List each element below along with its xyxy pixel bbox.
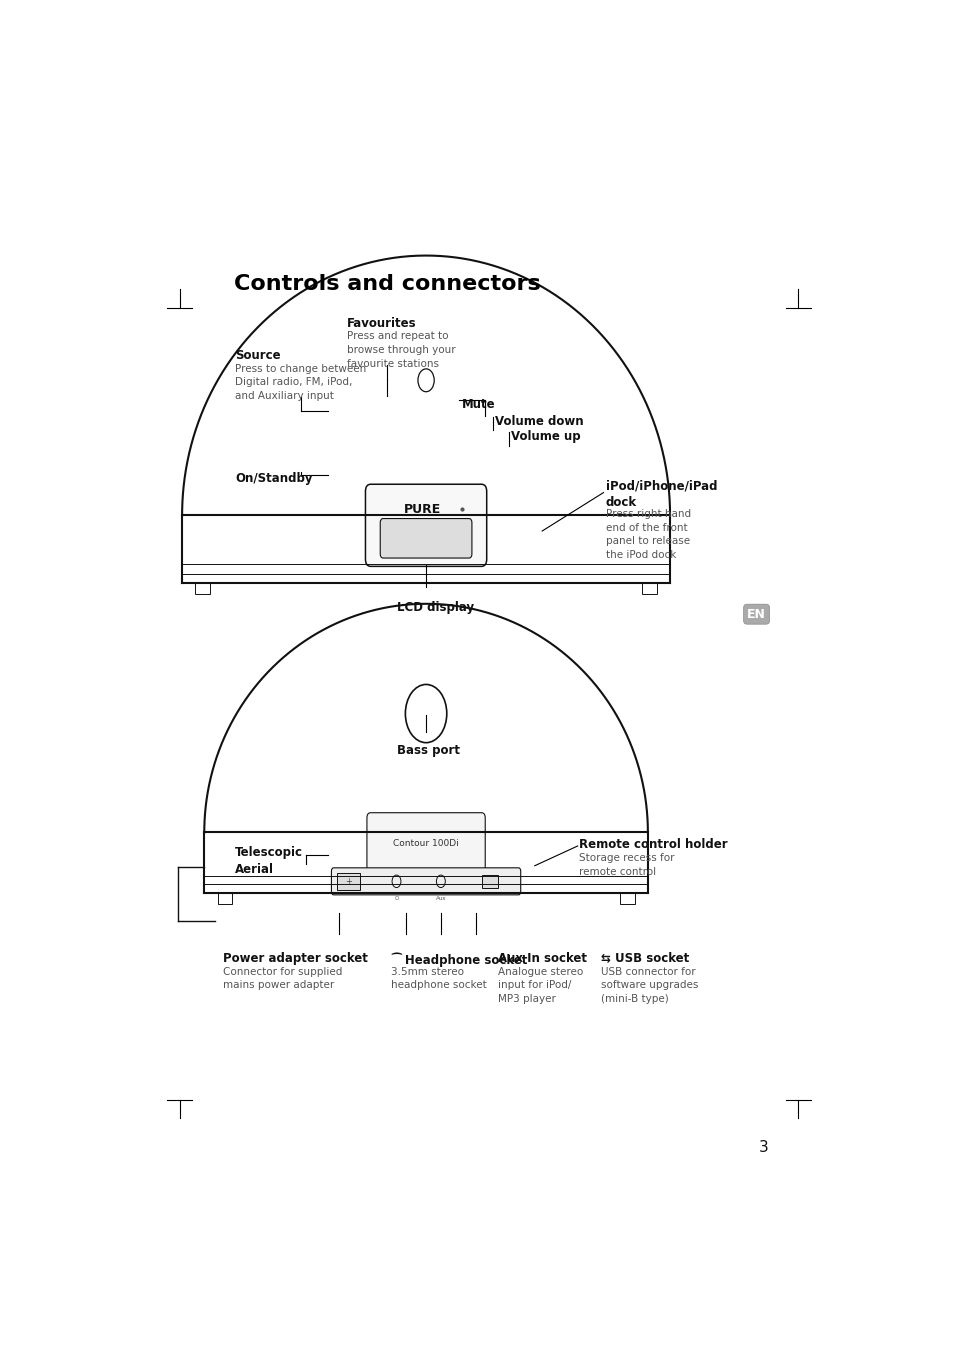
Text: Volume up: Volume up bbox=[511, 431, 580, 443]
Bar bbox=[619, 892, 634, 904]
FancyBboxPatch shape bbox=[380, 518, 472, 558]
Text: Contour 100Di: Contour 100Di bbox=[393, 840, 458, 848]
Text: USB connector for
software upgrades
(mini-B type): USB connector for software upgrades (min… bbox=[600, 967, 698, 1004]
Text: On/Standby: On/Standby bbox=[235, 471, 313, 485]
Text: ⇆ USB socket: ⇆ USB socket bbox=[600, 952, 689, 965]
Text: 3: 3 bbox=[759, 1139, 768, 1156]
Text: Source: Source bbox=[235, 350, 280, 362]
Text: +: + bbox=[345, 878, 352, 886]
Text: PURE: PURE bbox=[403, 502, 440, 516]
Text: Volume down: Volume down bbox=[495, 414, 583, 428]
Text: Aux: Aux bbox=[436, 896, 446, 900]
Text: Mute: Mute bbox=[461, 398, 495, 410]
Bar bbox=[481, 875, 497, 887]
Text: EN: EN bbox=[746, 608, 765, 621]
FancyBboxPatch shape bbox=[367, 813, 485, 878]
Bar bbox=[641, 583, 656, 594]
Bar bbox=[195, 583, 210, 594]
Text: Aux In socket: Aux In socket bbox=[497, 952, 586, 965]
Text: Power adapter socket: Power adapter socket bbox=[222, 952, 367, 965]
Bar bbox=[337, 873, 359, 890]
Text: Connector for supplied
mains power adapter: Connector for supplied mains power adapt… bbox=[222, 967, 342, 990]
Text: Storage recess for
remote control: Storage recess for remote control bbox=[578, 853, 674, 878]
Text: 3.5mm stereo
headphone socket: 3.5mm stereo headphone socket bbox=[391, 967, 487, 990]
Text: Analogue stereo
input for iPod/
MP3 player: Analogue stereo input for iPod/ MP3 play… bbox=[497, 967, 582, 1004]
Text: Remote control holder: Remote control holder bbox=[578, 837, 727, 850]
Text: O: O bbox=[394, 896, 398, 900]
Text: Press to change between
Digital radio, FM, iPod,
and Auxiliary input: Press to change between Digital radio, F… bbox=[235, 363, 366, 401]
Text: Telescopic
Aerial: Telescopic Aerial bbox=[235, 846, 303, 876]
Text: Controls and connectors: Controls and connectors bbox=[233, 274, 540, 294]
Text: Favourites: Favourites bbox=[347, 317, 416, 329]
Text: LCD display: LCD display bbox=[396, 601, 474, 614]
Text: Bass port: Bass port bbox=[396, 744, 459, 757]
Text: iPod/iPhone/iPad
dock: iPod/iPhone/iPad dock bbox=[605, 479, 717, 509]
FancyBboxPatch shape bbox=[365, 485, 486, 567]
Text: Press right hand
end of the front
panel to release
the iPod dock: Press right hand end of the front panel … bbox=[605, 509, 690, 560]
Text: ⁀ Headphone socket: ⁀ Headphone socket bbox=[391, 952, 527, 967]
FancyBboxPatch shape bbox=[331, 868, 520, 895]
Bar bbox=[217, 892, 233, 904]
Text: Press and repeat to
browse through your
favourite stations: Press and repeat to browse through your … bbox=[347, 332, 456, 369]
